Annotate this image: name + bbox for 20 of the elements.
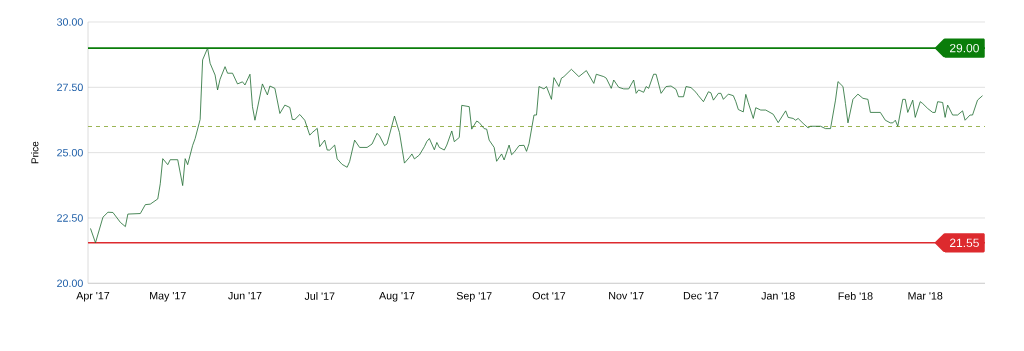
y-tick-label: 25.00 [57, 148, 83, 157]
ref-line-label: 21.55 [949, 238, 979, 248]
y-tick-label: 22.50 [57, 214, 83, 222]
y-axis-title: Price [31, 141, 39, 164]
x-tick-label: Oct '17 [532, 292, 566, 300]
x-tick-label: Jun '17 [228, 292, 262, 300]
x-tick-label: Mar '18 [908, 292, 943, 300]
x-tick-label: Nov '17 [609, 292, 644, 300]
x-tick-label: Dec '17 [683, 292, 719, 300]
x-tick-label: Sep '17 [456, 292, 492, 302]
y-tick-label: 20.00 [57, 279, 83, 288]
x-tick-label: Apr '17 [76, 292, 110, 302]
x-tick-label: Aug '17 [379, 292, 415, 302]
y-tick-label: 27.50 [57, 83, 83, 92]
x-tick-label: Jul '17 [304, 292, 335, 300]
ref-line-label: 29.00 [949, 43, 979, 53]
x-tick-label: Jan '18 [761, 292, 795, 300]
y-tick-label: 30.00 [57, 18, 83, 26]
x-tick-label: May '17 [150, 292, 186, 302]
x-tick-label: Feb '18 [838, 292, 873, 300]
